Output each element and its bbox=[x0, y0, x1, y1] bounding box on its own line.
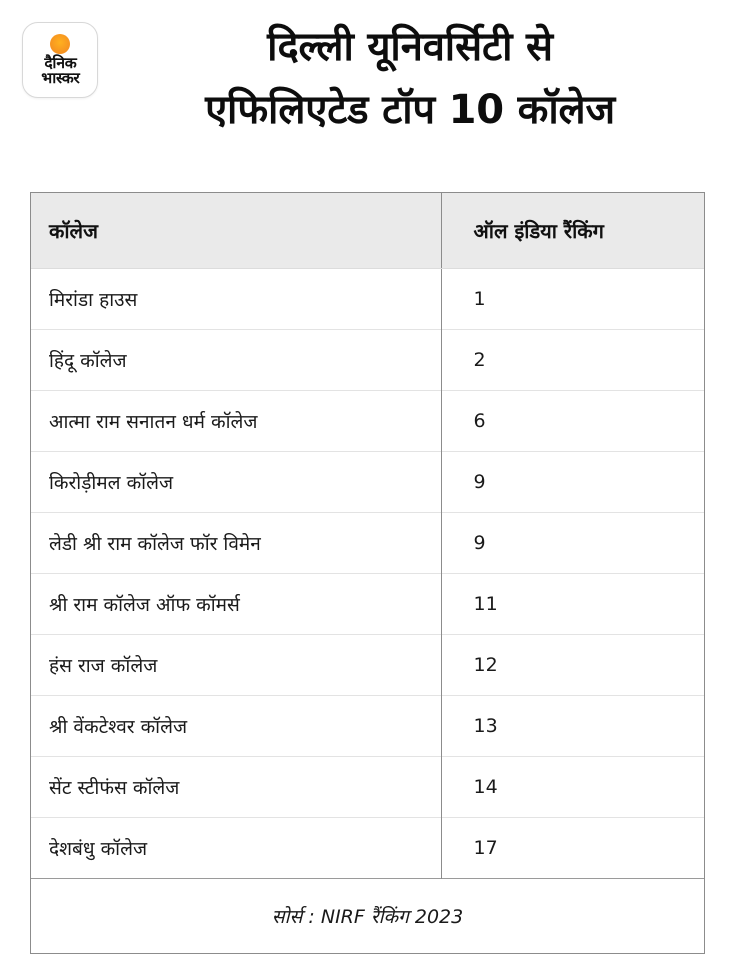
cell-college-name: लेडी श्री राम कॉलेज फॉर विमेन bbox=[31, 511, 441, 573]
table-row: मिरांडा हाउस 1 bbox=[31, 268, 704, 329]
table-row: श्री राम कॉलेज ऑफ कॉमर्स 11 bbox=[31, 572, 704, 634]
column-header-college: कॉलेज bbox=[31, 193, 441, 269]
table-footer: सोर्स : NIRF रैंकिंग 2023 bbox=[31, 877, 704, 953]
cell-rank: 14 bbox=[440, 755, 704, 817]
cell-college-name: देशबंधु कॉलेज bbox=[31, 816, 441, 878]
table-header: कॉलेज ऑल इंडिया रैंकिंग bbox=[31, 193, 704, 269]
cell-rank: 11 bbox=[440, 572, 704, 634]
cell-college-name: हंस राज कॉलेज bbox=[31, 633, 441, 695]
table-row: सेंट स्टीफंस कॉलेज 14 bbox=[31, 755, 704, 817]
cell-rank: 2 bbox=[440, 328, 704, 390]
cell-college-name: श्री राम कॉलेज ऑफ कॉमर्स bbox=[31, 572, 441, 634]
table-header-row: कॉलेज ऑल इंडिया रैंकिंग bbox=[31, 193, 704, 269]
table-row: लेडी श्री राम कॉलेज फॉर विमेन 9 bbox=[31, 511, 704, 573]
cell-college-name: हिंदू कॉलेज bbox=[31, 328, 441, 390]
page-title-line-1: दिल्ली यूनिवर्सिटी से bbox=[267, 24, 553, 70]
ranking-table: कॉलेज ऑल इंडिया रैंकिंग मिरांडा हाउस 1 ह… bbox=[31, 193, 704, 953]
cell-college-name: आत्मा राम सनातन धर्म कॉलेज bbox=[31, 389, 441, 451]
cell-rank: 6 bbox=[440, 389, 704, 451]
sun-icon bbox=[50, 33, 70, 54]
table-row: किरोड़ीमल कॉलेज 9 bbox=[31, 450, 704, 512]
cell-rank: 1 bbox=[440, 268, 704, 329]
table-row: आत्मा राम सनातन धर्म कॉलेज 6 bbox=[31, 389, 704, 451]
cell-rank: 17 bbox=[440, 816, 704, 878]
cell-college-name: मिरांडा हाउस bbox=[31, 268, 441, 329]
ranking-table-frame: कॉलेज ऑल इंडिया रैंकिंग मिरांडा हाउस 1 ह… bbox=[30, 192, 705, 954]
logo-text-line1: दैनिक bbox=[43, 53, 77, 72]
cell-college-name: किरोड़ीमल कॉलेज bbox=[31, 450, 441, 512]
logo-text-line2: भास्कर bbox=[40, 69, 80, 87]
page-title: दिल्ली यूनिवर्सिटी से एफिलिएटेड टॉप 10 क… bbox=[110, 16, 710, 142]
infographic-header: दैनिक भास्कर दिल्ली यूनिवर्सिटी से एफिलि… bbox=[0, 0, 730, 172]
cell-rank: 9 bbox=[440, 450, 704, 512]
table-row: हंस राज कॉलेज 12 bbox=[31, 633, 704, 695]
cell-college-name: सेंट स्टीफंस कॉलेज bbox=[31, 755, 441, 817]
table-row: हिंदू कॉलेज 2 bbox=[31, 328, 704, 390]
cell-rank: 12 bbox=[440, 633, 704, 695]
cell-rank: 9 bbox=[440, 511, 704, 573]
source-note: सोर्स : NIRF रैंकिंग 2023 bbox=[31, 877, 704, 953]
page-title-line-2: एफिलिएटेड टॉप 10 कॉलेज bbox=[205, 87, 615, 133]
column-header-all-india-ranking: ऑल इंडिया रैंकिंग bbox=[440, 193, 704, 269]
table-row: देशबंधु कॉलेज 17 bbox=[31, 816, 704, 878]
cell-rank: 13 bbox=[440, 694, 704, 756]
cell-college-name: श्री वेंकटेश्वर कॉलेज bbox=[31, 694, 441, 756]
dainik-bhaskar-logo: दैनिक भास्कर bbox=[22, 22, 98, 98]
table-row: श्री वेंकटेश्वर कॉलेज 13 bbox=[31, 694, 704, 756]
table-footer-row: सोर्स : NIRF रैंकिंग 2023 bbox=[31, 877, 704, 953]
table-body: मिरांडा हाउस 1 हिंदू कॉलेज 2 आत्मा राम स… bbox=[31, 268, 704, 878]
